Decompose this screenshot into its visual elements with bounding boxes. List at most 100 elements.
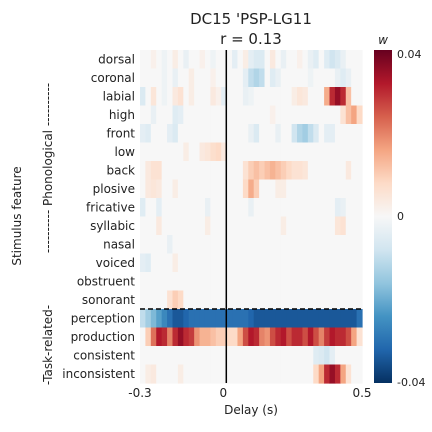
heatmap-cell [280, 216, 287, 236]
heatmap-cell [232, 87, 239, 107]
heatmap-cell [204, 327, 211, 347]
heatmap-cell [156, 142, 163, 162]
heatmap-cell [232, 105, 239, 125]
heatmap-cell [334, 216, 341, 236]
heatmap-cell [307, 198, 314, 218]
heatmap-cell [242, 87, 249, 107]
heatmap-cell [269, 50, 276, 70]
heatmap-cell [329, 290, 336, 310]
heatmap-cell [351, 68, 358, 88]
heatmap-cell [221, 309, 228, 329]
heatmap-cell [237, 364, 244, 384]
heatmap-cell [291, 253, 298, 273]
heatmap-cell [286, 179, 293, 199]
heatmap-cell [210, 198, 217, 218]
heatmap-cell [156, 327, 163, 347]
heatmap-cell [177, 216, 184, 236]
heatmap-cell [221, 50, 228, 70]
heatmap-cell [302, 198, 309, 218]
heatmap-cell [280, 124, 287, 144]
heatmap-cell [204, 124, 211, 144]
heatmap-cell [140, 50, 147, 70]
heatmap-cell [297, 346, 304, 366]
heatmap-cell [297, 198, 304, 218]
heatmap-cell [345, 253, 352, 273]
heatmap-cell [269, 290, 276, 310]
heatmap-cell [215, 68, 222, 88]
heatmap-cell [145, 87, 152, 107]
heatmap-cell [253, 198, 260, 218]
heatmap-cell [156, 235, 163, 255]
heatmap-cell [167, 272, 174, 292]
heatmap-cell [226, 346, 233, 366]
heatmap-cell [226, 309, 233, 329]
heatmap-cell [161, 198, 168, 218]
heatmap-cell [259, 142, 266, 162]
heatmap-cell [215, 327, 222, 347]
heatmap-cell [140, 235, 147, 255]
heatmap-cell [232, 364, 239, 384]
heatmap-cell [204, 235, 211, 255]
heatmap-cell [188, 68, 195, 88]
x-tick-label: 0 [219, 386, 227, 400]
heatmap-cell [286, 253, 293, 273]
heatmap-cell [340, 179, 347, 199]
heatmap-cell [318, 179, 325, 199]
heatmap-cell [145, 105, 152, 125]
heatmap-cell [264, 253, 271, 273]
heatmap-cell [259, 50, 266, 70]
heatmap-cell [188, 327, 195, 347]
heatmap-cell [286, 272, 293, 292]
heatmap-cell [156, 290, 163, 310]
heatmap-cell [286, 327, 293, 347]
heatmap-cell [221, 161, 228, 181]
heatmap-cell [161, 272, 168, 292]
heatmap-cell [351, 142, 358, 162]
heatmap-cell [199, 105, 206, 125]
heatmap-cell [340, 346, 347, 366]
heatmap-cell [291, 142, 298, 162]
heatmap-cell [177, 253, 184, 273]
heatmap-cell [172, 253, 179, 273]
heatmap-cell [172, 364, 179, 384]
heatmap-cell [140, 272, 147, 292]
heatmap-cell [264, 272, 271, 292]
row-label: consistent [73, 348, 135, 362]
heatmap-cell [199, 179, 206, 199]
heatmap-cell [297, 253, 304, 273]
heatmap-cell [275, 105, 282, 125]
row-label: fricative [86, 200, 135, 214]
heatmap-cell [177, 198, 184, 218]
group-label-task-related: -Task-related- [41, 305, 55, 385]
heatmap-cell [302, 327, 309, 347]
heatmap-cell [161, 179, 168, 199]
heatmap-cell [161, 124, 168, 144]
heatmap-cell [302, 253, 309, 273]
heatmap-cell [167, 50, 174, 70]
heatmap-cell [318, 198, 325, 218]
heatmap-cell [194, 124, 201, 144]
heatmap-cell [356, 216, 363, 236]
heatmap-cell [248, 272, 255, 292]
heatmap-cell [204, 272, 211, 292]
heatmap-cell [156, 105, 163, 125]
heatmap-cell [264, 364, 271, 384]
heatmap-cell [156, 50, 163, 70]
heatmap-cell [215, 272, 222, 292]
heatmap-cell [334, 346, 341, 366]
heatmap-cell [280, 346, 287, 366]
heatmap-cell [302, 179, 309, 199]
heatmap-cell [324, 364, 331, 384]
heatmap-cell [161, 161, 168, 181]
heatmap-cell [188, 198, 195, 218]
heatmap-cell [226, 290, 233, 310]
heatmap-cell [286, 142, 293, 162]
heatmap-cell [177, 68, 184, 88]
heatmap-cell [232, 272, 239, 292]
heatmap-cell [280, 235, 287, 255]
heatmap-cell [194, 327, 201, 347]
heatmap-cell [215, 290, 222, 310]
heatmap-cell [199, 290, 206, 310]
heatmap-cell [177, 50, 184, 70]
colorbar-label: w [378, 33, 388, 47]
